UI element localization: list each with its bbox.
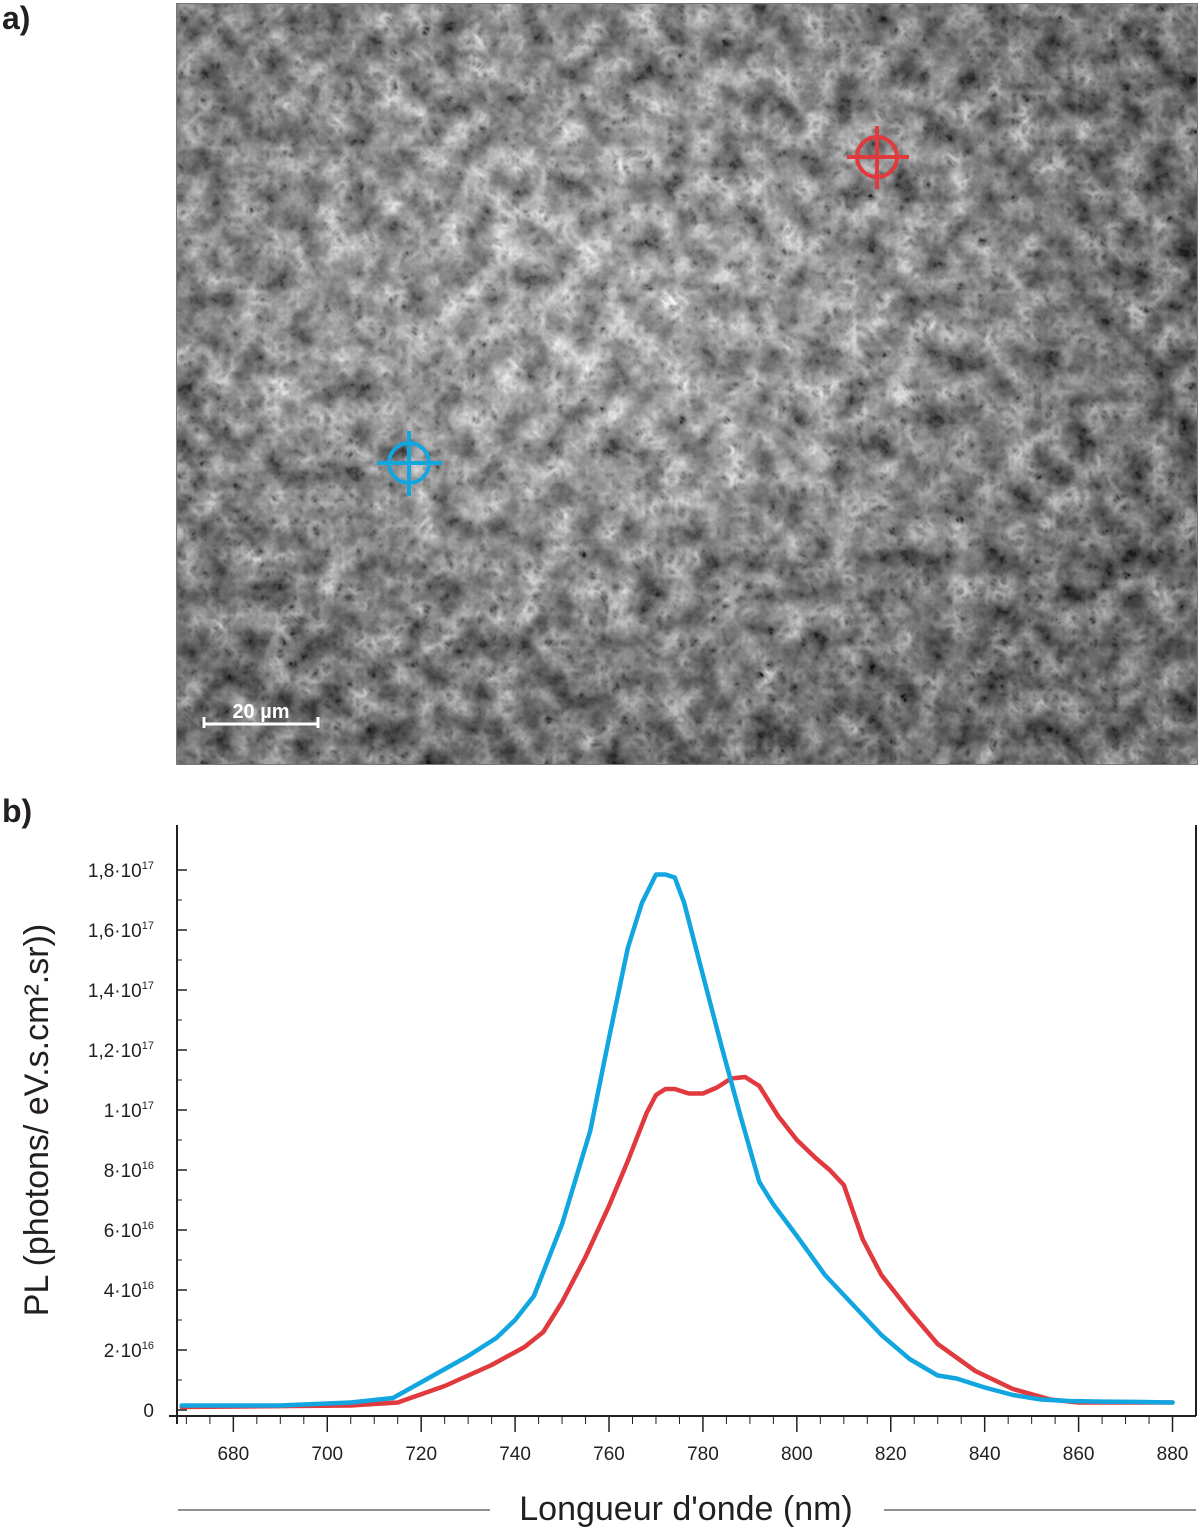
x-tick-label: 880 xyxy=(1157,1444,1189,1465)
y-tick-exponent: 16 xyxy=(142,1220,154,1232)
y-tick-mantissa: 8·10 xyxy=(104,1161,142,1182)
x-axis-title: Longueur d'onde (nm) xyxy=(519,1490,853,1528)
pl-micrograph-image: 20 µm xyxy=(176,3,1198,765)
y-tick-exponent: 16 xyxy=(142,1340,154,1352)
crosshair-red-marker xyxy=(847,126,909,189)
y-tick-exponent: 17 xyxy=(142,920,154,932)
y-tick-label: 6·1016 xyxy=(104,1220,154,1242)
series-line-1 xyxy=(179,1074,1175,1410)
y-tick-label: 4·1016 xyxy=(104,1280,154,1302)
scale-bar-label: 20 µm xyxy=(232,701,289,723)
y-tick-label: 0 xyxy=(143,1401,154,1422)
panel-label-b: b) xyxy=(2,793,33,829)
y-tick-exponent: 17 xyxy=(142,980,154,992)
x-tick-label: 780 xyxy=(687,1444,719,1465)
x-tick-label: 820 xyxy=(875,1444,907,1465)
y-tick-label: 2·1016 xyxy=(104,1340,154,1362)
y-axis-title: PL (photons/ eV.s.cm².sr)) xyxy=(18,924,56,1316)
y-tick-mantissa: 1,2·10 xyxy=(88,1041,142,1062)
x-axis-title-group: Longueur d'onde (nm) xyxy=(178,1490,1196,1528)
y-tick-exponent: 17 xyxy=(142,860,154,872)
x-tick-label: 760 xyxy=(593,1444,625,1465)
x-tick-label: 680 xyxy=(217,1444,249,1465)
chart-series xyxy=(179,872,1175,1410)
y-tick-label: 1,2·1017 xyxy=(88,1040,154,1062)
y-tick-label: 8·1016 xyxy=(104,1160,154,1182)
x-tick-label: 860 xyxy=(1063,1444,1095,1465)
x-tick-label: 840 xyxy=(969,1444,1001,1465)
chart-frame xyxy=(169,825,1197,1424)
y-tick-exponent: 17 xyxy=(142,1040,154,1052)
y-tick-mantissa: 1·10 xyxy=(104,1101,142,1122)
y-tick-label: 1·1017 xyxy=(104,1100,154,1122)
scale-bar: 20 µm xyxy=(202,701,320,728)
pl-spectrum-chart: 02·10164·10166·10168·10161·10171,2·10171… xyxy=(18,825,1197,1528)
y-tick-label: 1,8·1017 xyxy=(88,860,154,882)
x-tick-label: 740 xyxy=(499,1444,531,1465)
y-tick-mantissa: 1,6·10 xyxy=(88,921,142,942)
y-tick-label: 1,6·1017 xyxy=(88,920,154,942)
y-tick-mantissa: 4·10 xyxy=(104,1281,142,1302)
panel-label-a: a) xyxy=(2,0,31,36)
y-tick-mantissa: 1,8·10 xyxy=(88,861,142,882)
y-tick-exponent: 16 xyxy=(142,1160,154,1172)
x-axis-ticks: 680 700 720 740 760 780 800 820 840 860 880 xyxy=(185,1416,1189,1465)
x-tick-label: 700 xyxy=(311,1444,343,1465)
y-tick-mantissa: 2·10 xyxy=(104,1341,142,1362)
y-tick-exponent: 17 xyxy=(142,1100,154,1112)
y-axis-ticks: 02·10164·10166·10168·10161·10171,2·10171… xyxy=(88,860,187,1422)
y-tick-mantissa: 1,4·10 xyxy=(88,981,142,1002)
y-tick-mantissa: 6·10 xyxy=(104,1221,142,1242)
y-tick-mantissa: 0 xyxy=(143,1401,154,1422)
y-tick-exponent: 16 xyxy=(142,1280,154,1292)
crosshair-blue-marker xyxy=(377,431,442,496)
y-tick-label: 1,4·1017 xyxy=(88,980,154,1002)
x-tick-label: 800 xyxy=(781,1444,813,1465)
x-tick-label: 720 xyxy=(405,1444,437,1465)
series-line-2 xyxy=(179,872,1175,1408)
